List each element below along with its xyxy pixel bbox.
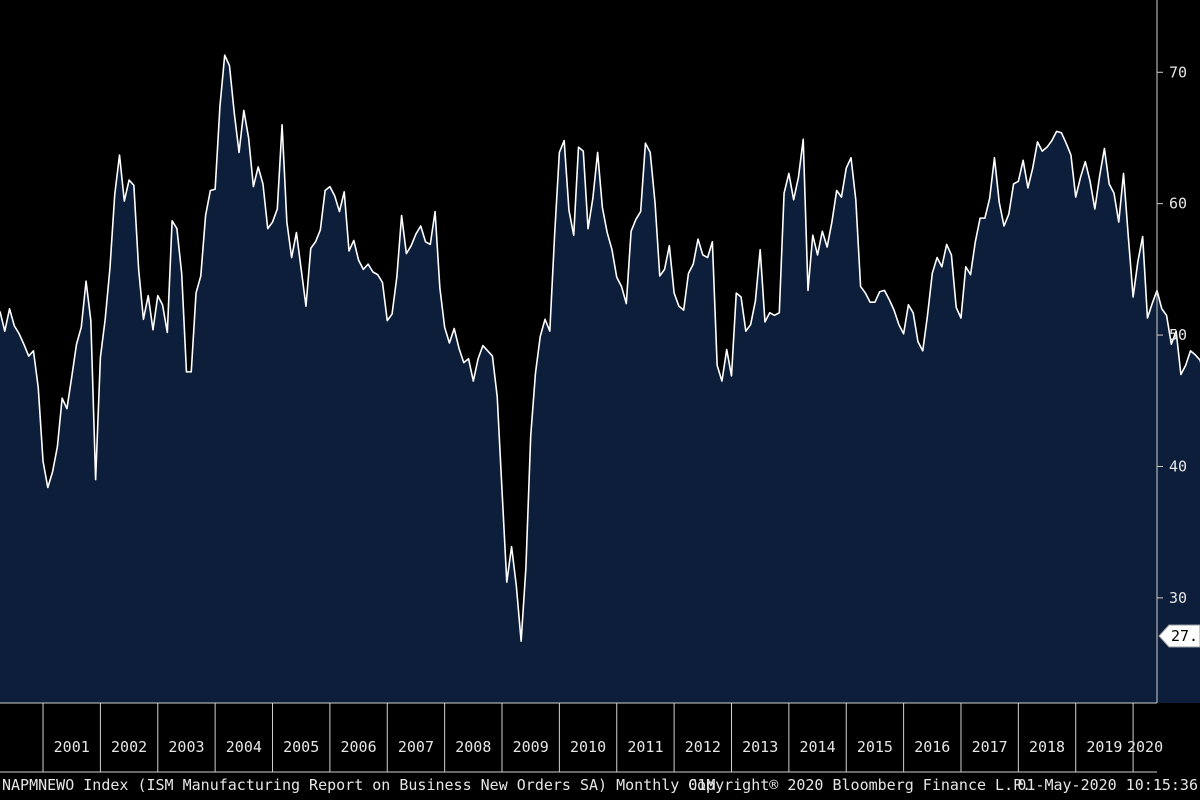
y-axis: 30 40 50 60 70 [1156,0,1187,703]
x-tick-label-2014: 2014 [799,738,835,756]
x-tick-label-2005: 2005 [283,738,319,756]
x-tick-label-2011: 2011 [627,738,663,756]
x-tick-label-2003: 2003 [168,738,204,756]
x-tick-label-2008: 2008 [455,738,491,756]
x-tick-label-2009: 2009 [513,738,549,756]
x-tick-label-2019: 2019 [1086,738,1122,756]
footer-timestamp: 01-May-2020 10:15:36 [1017,776,1198,794]
y-tick-label-70: 70 [1169,63,1187,81]
last-value-marker: 27.1 [1158,624,1200,648]
x-tick-label-2016: 2016 [914,738,950,756]
plot-area [0,55,1200,703]
x-tick-label-2020: 2020 [1127,738,1163,756]
x-tick-label-2010: 2010 [570,738,606,756]
y-tick-label-40: 40 [1169,457,1187,475]
x-tick-label-2004: 2004 [226,738,262,756]
x-tick-label-2012: 2012 [685,738,721,756]
y-tick-label-50: 50 [1169,326,1187,344]
footer-copyright: Copyright® 2020 Bloomberg Finance L.P. [688,776,1032,794]
footer-security-description: NAPMNEWO Index (ISM Manufacturing Report… [2,776,716,794]
series-line [0,54,1200,643]
x-tick-label-2006: 2006 [341,738,377,756]
last-value-box [1158,624,1200,648]
series-line-group [0,54,1200,643]
y-tick-label-30: 30 [1169,589,1187,607]
x-tick-label-2015: 2015 [857,738,893,756]
series-area-fill [0,55,1200,703]
x-tick-label-2007: 2007 [398,738,434,756]
x-axis: 2001 2002 2003 2004 2005 2006 2007 2008 2009 2010… [0,702,1163,773]
x-tick-label-2017: 2017 [972,738,1008,756]
x-tick-label-2001: 2001 [54,738,90,756]
x-tick-label-2013: 2013 [742,738,778,756]
x-tick-label-2018: 2018 [1029,738,1065,756]
x-tick-label-2002: 2002 [111,738,147,756]
y-tick-label-60: 60 [1169,195,1187,213]
last-value-label: 27.1 [1171,627,1200,645]
